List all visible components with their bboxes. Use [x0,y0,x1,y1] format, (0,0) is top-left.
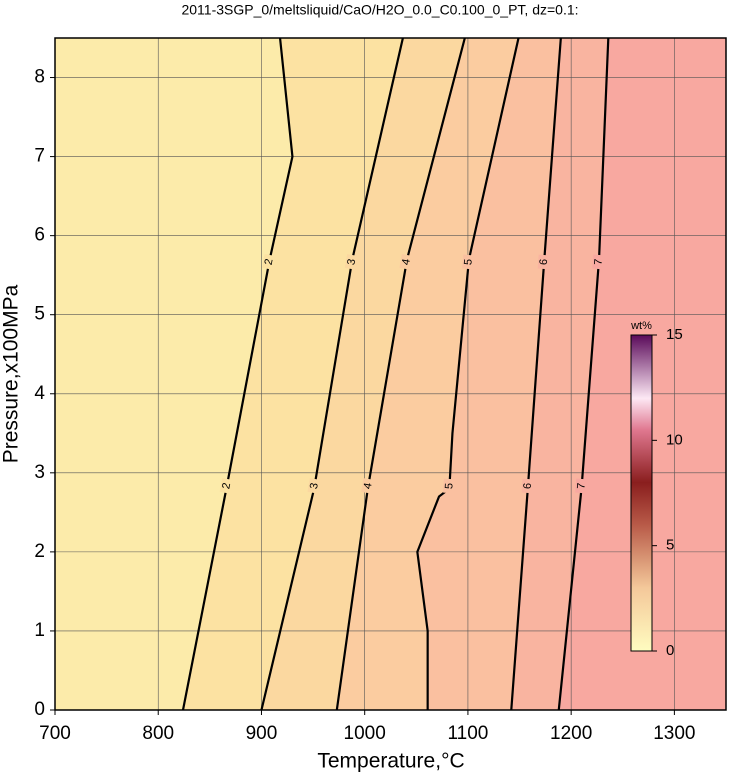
contour-label-bg [219,478,235,494]
contour-band [261,38,465,710]
contour-label-bg [575,478,589,494]
colorbar-tick-label: 0 [666,642,674,659]
contour-line [557,38,610,710]
contour-label-group: 7 [575,478,589,494]
contour-label-group: 2 [219,478,235,494]
y-tick-label: 8 [34,67,45,88]
contour-label-bg [307,478,322,494]
colorbar-label: wt% [630,320,652,332]
contour-label-group: 7 [592,254,606,270]
y-tick-label: 4 [34,383,45,404]
x-tick-label: 1100 [447,723,488,744]
x-tick-label: 800 [142,723,174,744]
contour-label: 5 [443,483,455,490]
contour-label-group: 4 [361,478,376,494]
y-tick-label: 7 [34,146,45,167]
contour-band [55,38,293,710]
contour-label: 4 [362,482,375,490]
contour-label-bg [592,254,606,270]
contour-label-bg [443,478,456,494]
contour-band [511,38,609,710]
y-axis-label: Pressure,x100MPa [0,284,23,463]
contour-label-bg [262,254,277,270]
contour-label-group: 5 [443,478,456,494]
x-tick-label: 1300 [653,723,695,744]
x-tick-label: 700 [39,723,71,744]
contour-label: 4 [400,258,413,266]
contour-label-group: 5 [462,254,476,270]
x-axis-label: Temperature,°C [317,750,464,773]
contour-band [183,38,403,710]
contour-label: 6 [538,259,550,266]
colorbar-tick-label: 15 [666,326,683,343]
x-tick-label: 900 [246,723,278,744]
contour-label-group: 2 [262,254,277,270]
contour-label-bg [344,254,359,270]
plot-frame [54,37,727,711]
colorbar-tick-label: 5 [666,537,674,554]
y-tick-label: 6 [34,225,45,246]
colorbar [630,334,653,652]
contour-label-group: 3 [344,254,359,270]
contour-line [260,38,404,710]
contour-label: 5 [462,258,475,265]
contour-label-bg [399,254,414,270]
contour-band [417,38,561,710]
contour-label-bg [537,254,551,270]
contour-line [335,38,466,710]
contour-label-bg [361,478,376,494]
x-tick-label: 1000 [344,723,386,744]
contour-band [336,38,519,710]
contour-label: 3 [308,482,321,490]
colorbar-tick-label: 10 [666,431,683,448]
contour-label: 2 [220,482,233,490]
contour-line [510,38,562,710]
contour-label: 3 [345,258,358,266]
contour-label: 7 [575,482,587,489]
contour-label-group: 6 [521,478,535,494]
x-tick-label: 1200 [550,723,592,744]
contour-label-bg [521,478,535,494]
contour-label-group: 4 [399,254,414,270]
y-tick-label: 1 [34,620,45,641]
y-tick-label: 3 [34,462,45,483]
contour-label: 2 [263,258,276,266]
contour-label-bg [462,254,476,270]
chart-title: 2011-3SGP_0/meltsliquid/CaO/H2O_0.0_C0.1… [181,2,578,18]
y-tick-label: 0 [34,699,45,720]
y-tick-label: 5 [34,304,45,325]
contour-label: 6 [522,483,534,490]
contour-label-group: 3 [307,478,322,494]
contour-label: 7 [593,258,605,265]
contour-label-group: 6 [537,254,551,270]
plot-area: 2 2 3 3 4 4 5 5 6 6 7 7 [55,38,726,710]
y-tick-label: 2 [34,541,45,562]
